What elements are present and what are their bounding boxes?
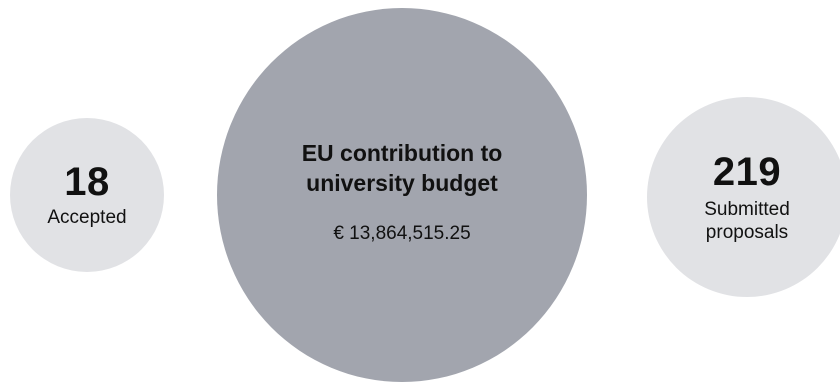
submitted-label-line2: proposals — [705, 222, 789, 243]
accepted-stat-circle: 18 Accepted — [10, 118, 164, 272]
submitted-count: 219 — [712, 150, 782, 194]
submitted-label: Submitted proposals — [704, 198, 790, 244]
accepted-label: Accepted — [47, 207, 127, 228]
eu-contribution-amount: € 13,864,515.25 — [333, 223, 471, 244]
eu-contribution-title-line1: EU contribution to — [301, 140, 503, 166]
eu-contribution-circle: EU contribution to university budget € 1… — [217, 8, 587, 382]
submitted-label-line1: Submitted — [704, 199, 790, 220]
submitted-stat-circle: 219 Submitted proposals — [647, 97, 840, 297]
eu-contribution-title-line2: university budget — [306, 170, 498, 196]
accepted-count: 18 — [64, 160, 110, 204]
eu-contribution-title: EU contribution to university budget — [302, 138, 503, 198]
